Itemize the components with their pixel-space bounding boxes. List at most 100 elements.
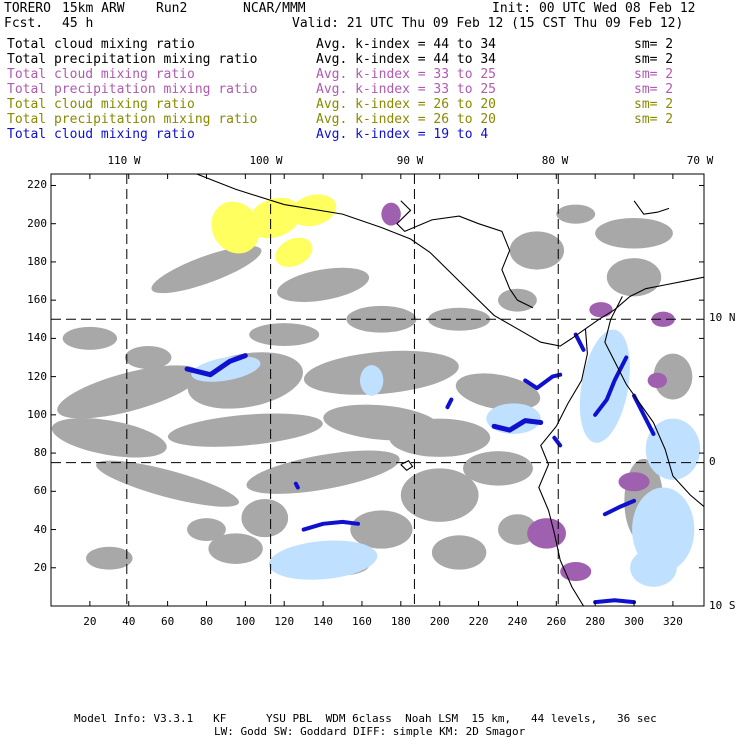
run-label: Run2 xyxy=(156,1,188,16)
y-tick-label: 60 xyxy=(33,484,47,498)
model-info-line1: Model Info: V3.3.1 KF YSU PBL WDM 6class… xyxy=(74,712,657,725)
x-tick-label: 100 xyxy=(235,615,256,628)
latitude-label: 10 N xyxy=(709,311,736,324)
y-tick-label: 100 xyxy=(27,407,47,421)
model-info-line2: LW: Godd SW: Goddard DIFF: simple KM: 2D… xyxy=(214,725,526,738)
cloud-shade xyxy=(653,353,693,400)
y-tick-label: 120 xyxy=(27,369,47,383)
longitude-label: 100 W xyxy=(249,154,283,167)
x-tick-label: 180 xyxy=(390,615,411,628)
cloud-band xyxy=(293,481,300,490)
cloud-shade xyxy=(381,202,401,226)
cloud-shade xyxy=(96,460,240,507)
x-tick-label: 120 xyxy=(274,615,295,628)
y-tick-label: 180 xyxy=(27,254,47,268)
x-tick-label: 80 xyxy=(199,615,214,628)
model-resolution: 15km ARW xyxy=(62,1,125,16)
cloud-band xyxy=(552,435,563,448)
x-tick-label: 40 xyxy=(122,615,136,628)
cloud-band xyxy=(602,498,637,517)
cloud-shade xyxy=(630,548,677,587)
legend-sm: sm= 2 xyxy=(634,97,674,112)
y-tick-label: 160 xyxy=(27,293,47,307)
x-tick-label: 140 xyxy=(313,615,334,628)
cloud-shade xyxy=(618,472,650,492)
cloud-shade xyxy=(431,535,487,570)
legend-field: Total precipitation mixing ratio xyxy=(7,82,258,97)
cloud-shade xyxy=(556,204,596,224)
cloud-shade xyxy=(246,450,400,494)
cloud-shade xyxy=(277,267,370,302)
cloud-shade xyxy=(360,365,384,396)
cloud-shade xyxy=(249,323,320,347)
cloud-band xyxy=(593,598,637,605)
cloud-band xyxy=(573,332,586,352)
x-tick-label: 260 xyxy=(546,615,567,628)
legend-sm: sm= 2 xyxy=(634,112,674,127)
longitude-label: 90 W xyxy=(396,154,424,167)
cloud-shade xyxy=(497,514,537,545)
legend-field: Total cloud mixing ratio xyxy=(7,97,195,112)
legend-field: Total cloud mixing ratio xyxy=(7,37,195,52)
cloud-shade xyxy=(57,365,201,419)
plot-area xyxy=(51,174,704,606)
legend-sm: sm= 2 xyxy=(634,67,674,82)
legend-index: Avg. k-index = 33 to 25 xyxy=(316,67,497,82)
legend-index: Avg. k-index = 26 to 20 xyxy=(316,97,497,112)
coastline xyxy=(633,200,670,215)
cloud-shade xyxy=(51,418,167,458)
cloud-shade xyxy=(241,498,289,538)
legend-field: Total precipitation mixing ratio xyxy=(7,112,258,127)
cloud-shade xyxy=(167,413,323,447)
legend-sm: sm= 2 xyxy=(634,37,674,52)
graticule xyxy=(51,174,704,606)
cloud-shade xyxy=(455,373,541,411)
cloud-shade xyxy=(606,258,662,297)
longitude-label: 70 W xyxy=(686,154,714,167)
cloud-shade xyxy=(85,546,133,570)
cloud-shade xyxy=(211,201,260,254)
x-tick-label: 160 xyxy=(352,615,372,628)
x-tick-label: 220 xyxy=(468,615,489,628)
cloud-shade xyxy=(268,540,378,580)
x-tick-label: 280 xyxy=(585,615,606,628)
cloud-shade xyxy=(151,246,262,294)
legend-field: Total cloud mixing ratio xyxy=(7,67,195,82)
y-tick-label: 200 xyxy=(27,216,47,230)
x-tick-label: 60 xyxy=(160,615,175,628)
cloud-shade xyxy=(645,418,701,480)
x-tick-label: 240 xyxy=(507,615,528,628)
coastline xyxy=(400,460,414,471)
organization: NCAR/MMM xyxy=(243,1,306,16)
cloud-shade xyxy=(62,326,118,350)
coastline xyxy=(604,296,704,508)
cloud-shade xyxy=(527,518,567,549)
cloud-shade xyxy=(275,237,313,268)
y-tick-label: 40 xyxy=(33,522,47,536)
cloud-shade xyxy=(651,311,675,327)
legend-index: Avg. k-index = 33 to 25 xyxy=(316,82,497,97)
cloud-band xyxy=(445,397,454,410)
coastline xyxy=(396,200,534,309)
cloud-shade xyxy=(290,194,337,227)
legend-field: Total precipitation mixing ratio xyxy=(7,52,258,67)
legend-field: Total cloud mixing ratio xyxy=(7,127,195,142)
y-tick-label: 20 xyxy=(33,560,47,574)
cloud-shade xyxy=(350,510,413,549)
latitude-label: 0 xyxy=(709,455,716,468)
cloud-band xyxy=(523,372,563,391)
x-tick-label: 320 xyxy=(662,615,683,628)
latitude-label: 10 S xyxy=(709,599,736,612)
valid-time: Valid: 21 UTC Thu 09 Feb 12 (15 CST Thu … xyxy=(292,16,684,31)
y-tick-label: 220 xyxy=(27,178,47,192)
cloud-shade xyxy=(463,451,533,486)
cloud-band xyxy=(301,519,361,532)
cloud-band xyxy=(632,393,656,436)
init-time: Init: 00 UTC Wed 08 Feb 12 xyxy=(492,1,696,16)
legend-sm: sm= 2 xyxy=(634,82,674,97)
cloud-shade xyxy=(509,231,565,270)
legend-index: Avg. k-index = 19 to 4 xyxy=(316,127,489,142)
cloud-shade xyxy=(208,533,263,564)
cloud-shade xyxy=(124,346,172,369)
